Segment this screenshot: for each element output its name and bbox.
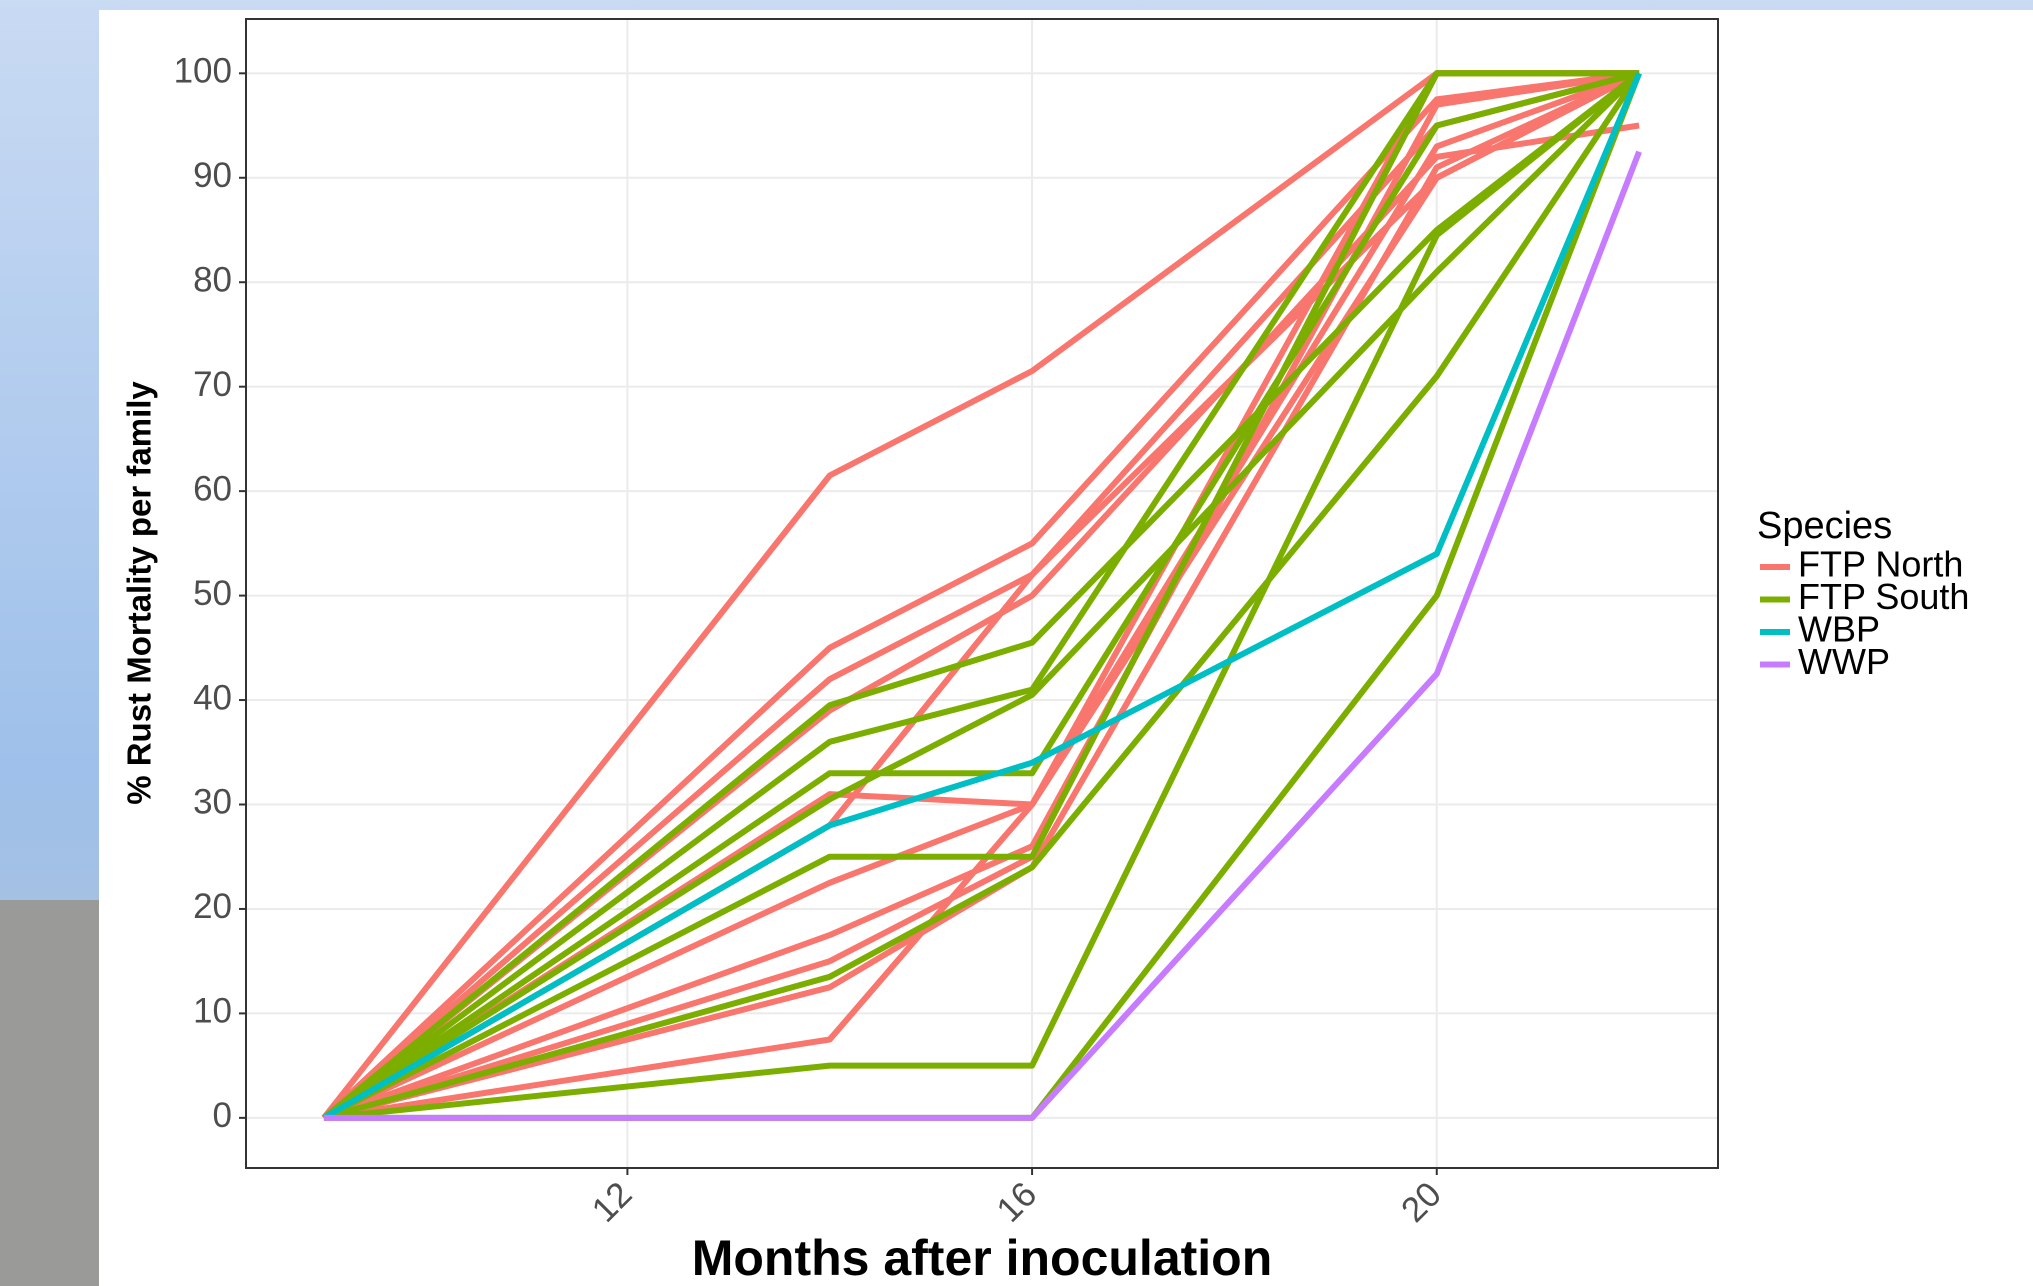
y-tick-label: 70 bbox=[193, 365, 232, 404]
y-axis-title: % Rust Mortality per family bbox=[121, 381, 158, 805]
rock-image bbox=[0, 900, 99, 1286]
y-tick-label: 60 bbox=[193, 469, 232, 508]
legend-label: WWP bbox=[1798, 641, 1890, 682]
y-tick-label: 40 bbox=[193, 678, 232, 717]
y-tick-label: 30 bbox=[193, 783, 232, 822]
y-tick-label: 50 bbox=[193, 574, 232, 613]
legend-title: Species bbox=[1757, 505, 1892, 547]
y-tick-label: 90 bbox=[193, 156, 232, 195]
chart: Species Months after inoculation % Rust … bbox=[0, 0, 2033, 1286]
y-tick-label: 20 bbox=[193, 887, 232, 926]
y-tick-label: 100 bbox=[174, 52, 232, 91]
y-tick-label: 80 bbox=[193, 260, 232, 299]
page: Species Months after inoculation % Rust … bbox=[0, 0, 2033, 1286]
y-tick-label: 10 bbox=[193, 992, 232, 1031]
y-tick-label: 0 bbox=[213, 1096, 232, 1135]
x-axis-title: Months after inoculation bbox=[692, 1230, 1273, 1286]
